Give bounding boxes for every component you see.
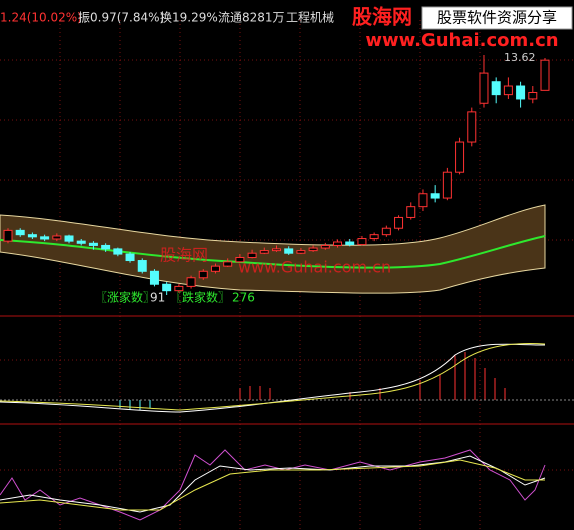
candle-body [345,241,355,246]
candle-body [528,91,538,100]
candle-body [88,242,98,246]
candle-body [540,59,550,91]
candle-body [235,257,245,263]
candle-body [27,234,37,238]
legend-up-label: 〖涨家数〗 [95,290,155,305]
candle-body [223,261,233,267]
candle-body [125,253,135,262]
macd-dea [0,342,546,411]
macd-bars [239,352,506,400]
header-amplitude: 振0.97(7.84%) [78,11,164,25]
legend-down-label: 〖跌家数〗 [170,290,230,305]
candle-body [15,229,25,236]
candle-body [406,206,416,218]
candle-body [64,235,74,242]
high-label: 13.62 [504,51,536,64]
header-sector: 工程机械 [286,10,334,25]
candle-body [442,171,452,199]
grid [0,20,574,530]
candle-body [418,193,428,208]
candle-body [381,227,391,236]
header-float: 流通8281万 [218,11,285,25]
candle-body [40,236,50,240]
legend-down-count: 276 [232,291,255,305]
candle-body [503,85,513,96]
candle-body [333,241,343,246]
candle-body [516,85,526,100]
candle-body [52,235,62,240]
candle-body [113,248,123,255]
logo-url: www.Guhai.com.cn [365,30,558,51]
candle-body [162,283,172,292]
candle-body [149,270,159,285]
candle-body [284,248,294,254]
candle-body [491,81,501,96]
candle-body [210,265,220,272]
header-change: 1.24(10.02%) [0,11,82,25]
candle-body [3,229,13,242]
kdj-j [0,449,546,521]
candle-body [357,238,367,246]
candle-body [320,244,330,249]
candle-body [394,216,404,229]
candle-body [259,250,269,254]
logo-brand: 股海网 [352,5,412,29]
candle-body [137,260,147,272]
kdj-d [0,459,545,511]
candle-body [430,193,440,199]
header-turnover: 换19.29% [160,11,218,25]
candle-body [308,247,318,252]
candle-body [296,250,306,254]
logo-slogan: 股票软件资源分享 [437,9,557,27]
candle-body [174,285,184,292]
macd-dif [0,343,546,413]
candle-body [479,72,489,104]
candle-body [467,111,477,143]
candle-body [247,252,257,259]
kdj-k [0,455,546,513]
watermark-brand: 股海网 [160,246,208,265]
candle-body [76,240,86,244]
legend-up-count: 91 [150,291,165,305]
candle-body [186,277,196,287]
watermark-url: www.Guhai.com.cn [238,258,391,277]
candle-body [455,141,465,173]
candle-body [272,248,281,252]
candle-body [101,244,111,250]
candles [3,55,550,295]
logo-box [421,6,573,30]
candle-body [369,234,379,240]
candle-body [198,270,208,279]
